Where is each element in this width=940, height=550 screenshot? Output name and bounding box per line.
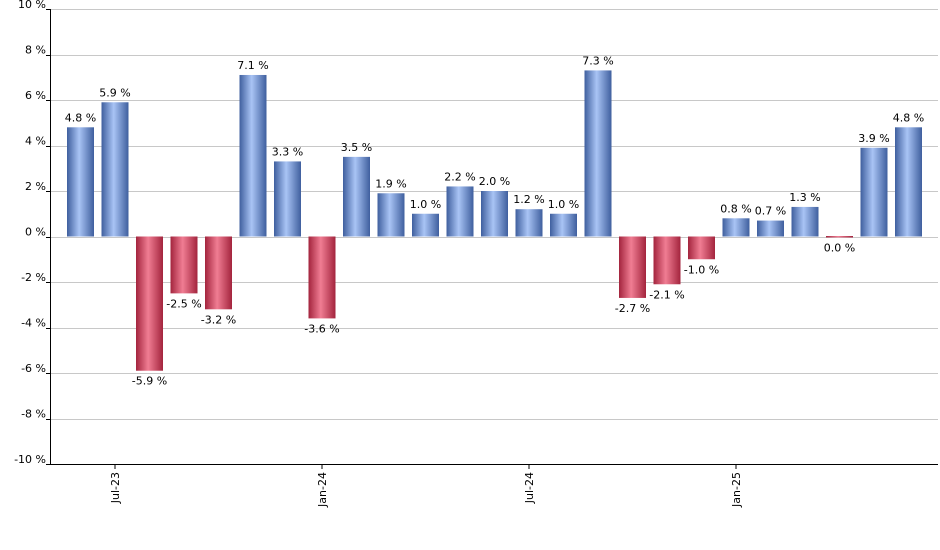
bars bbox=[67, 70, 922, 371]
data-label: 3.5 % bbox=[341, 141, 372, 154]
data-label: -2.5 % bbox=[166, 297, 201, 310]
bar bbox=[757, 220, 784, 237]
data-label: -2.1 % bbox=[649, 288, 684, 301]
y-tick-label: -2 % bbox=[21, 271, 46, 284]
bar bbox=[584, 70, 612, 237]
data-label: 1.0 % bbox=[410, 198, 441, 211]
bar bbox=[860, 147, 888, 237]
bar bbox=[170, 236, 198, 294]
y-axis-ticks: 10 % 8 % 6 % 4 % 2 % 0 % -2 % -4 % -6 % -8 % -10 % bbox=[14, 0, 50, 466]
data-label: 3.9 % bbox=[858, 132, 889, 145]
y-tick-label: -10 % bbox=[14, 453, 46, 466]
bar bbox=[826, 236, 853, 238]
data-label: 1.0 % bbox=[548, 198, 579, 211]
data-label: 3.3 % bbox=[272, 145, 303, 158]
data-label: -5.9 % bbox=[132, 375, 167, 388]
y-tick-label: -6 % bbox=[21, 362, 46, 375]
bar bbox=[515, 209, 543, 237]
data-label: 7.3 % bbox=[582, 54, 613, 67]
bar bbox=[239, 74, 267, 237]
bar bbox=[791, 206, 819, 237]
bar bbox=[136, 236, 163, 371]
data-label: -2.7 % bbox=[615, 302, 650, 315]
bar bbox=[446, 186, 474, 237]
data-label: 2.2 % bbox=[444, 170, 475, 183]
bar bbox=[412, 213, 439, 237]
data-label: 0.7 % bbox=[755, 205, 786, 218]
y-tick-label: 2 % bbox=[25, 180, 46, 193]
y-tick-label: 10 % bbox=[18, 0, 46, 11]
x-tick-label: Jul-23 bbox=[109, 472, 122, 504]
y-tick-label: -4 % bbox=[21, 317, 46, 330]
y-tick-label: 4 % bbox=[25, 135, 46, 148]
bar bbox=[653, 236, 681, 285]
data-label: -3.2 % bbox=[201, 313, 236, 326]
bar bbox=[619, 236, 646, 298]
data-label: 4.8 % bbox=[65, 111, 96, 124]
data-label: 1.9 % bbox=[375, 177, 406, 190]
bar bbox=[101, 102, 129, 237]
data-label: 5.9 % bbox=[99, 86, 130, 99]
bar bbox=[308, 236, 336, 319]
bar bbox=[377, 193, 405, 237]
y-tick-label: 0 % bbox=[25, 226, 46, 239]
data-label: 0.8 % bbox=[720, 202, 751, 215]
bar bbox=[67, 127, 94, 237]
data-label: -1.0 % bbox=[684, 263, 719, 276]
data-label: 0.0 % bbox=[824, 242, 855, 255]
data-label: -3.6 % bbox=[304, 322, 339, 335]
data-labels: 4.8 %5.9 %-5.9 %-2.5 %-3.2 %7.1 %3.3 %-3… bbox=[65, 54, 924, 387]
data-label: 1.2 % bbox=[513, 193, 544, 206]
bar bbox=[205, 236, 232, 310]
data-label: 7.1 % bbox=[237, 59, 268, 72]
y-tick-label: -8 % bbox=[21, 408, 46, 421]
data-label: 2.0 % bbox=[479, 175, 510, 188]
x-axis-ticks: Jul-23 Jan-24 Jul-24 Jan-25 bbox=[109, 464, 743, 508]
bar bbox=[550, 213, 577, 237]
bar bbox=[343, 156, 370, 237]
data-label: 4.8 % bbox=[893, 111, 924, 124]
bar bbox=[722, 218, 750, 237]
bar bbox=[481, 191, 508, 237]
x-tick-label: Jul-24 bbox=[523, 472, 536, 504]
axes bbox=[50, 9, 938, 465]
x-tick-label: Jan-24 bbox=[316, 472, 329, 508]
y-tick-label: 6 % bbox=[25, 89, 46, 102]
bar bbox=[274, 161, 301, 237]
bar bbox=[688, 236, 715, 260]
data-label: 1.3 % bbox=[789, 191, 820, 204]
y-tick-label: 8 % bbox=[25, 44, 46, 57]
x-tick-label: Jan-25 bbox=[730, 472, 743, 508]
bar bbox=[895, 127, 922, 237]
